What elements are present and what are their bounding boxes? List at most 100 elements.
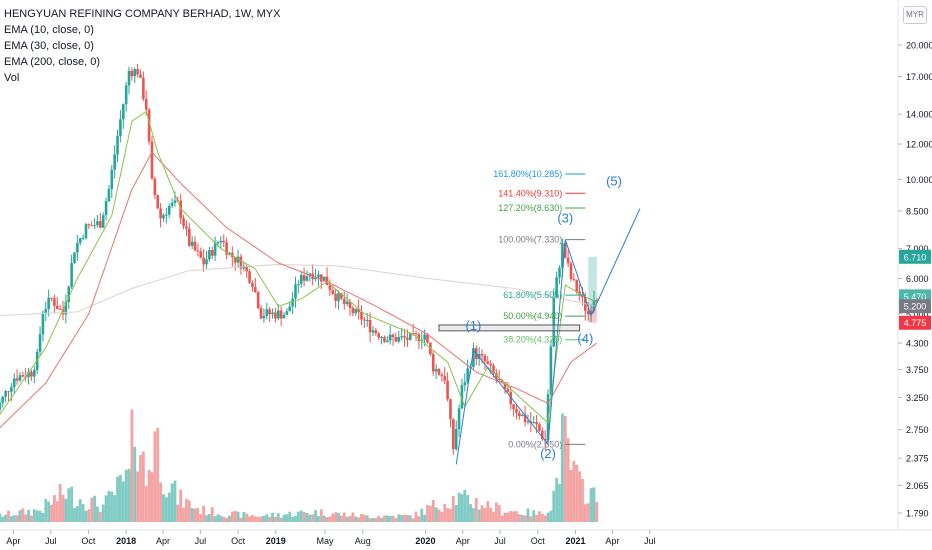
volume-bar-208 [589, 488, 593, 522]
legend-symbol: HENGYUAN REFINING COMPANY BERHAD, 1W, MY… [4, 8, 281, 20]
candle-body-157 [443, 376, 447, 381]
volume-bar-195 [552, 490, 556, 522]
volume-bar-174 [492, 511, 495, 522]
volume-bar-22 [55, 501, 59, 522]
candle-body-175 [495, 373, 498, 379]
candle-body-179 [506, 389, 510, 392]
wave-label-0: (1) [465, 318, 481, 333]
candle-body-45 [121, 104, 125, 120]
candle-body-72 [199, 251, 203, 258]
volume-bar-178 [503, 512, 507, 522]
volume-bar-20 [50, 504, 53, 522]
candle-body-171 [483, 355, 487, 362]
volume-bar-133 [374, 517, 378, 522]
legend-ema10[interactable]: EMA (10, close, 0) [4, 24, 94, 36]
volume-bar-63 [173, 480, 177, 522]
candle-body-121 [340, 293, 343, 299]
volume-bar-65 [179, 489, 183, 522]
volume-bar-114 [319, 509, 323, 522]
volume-bar-179 [506, 512, 510, 522]
candle-body-130 [365, 319, 369, 321]
volume-bar-187 [529, 516, 533, 522]
volume-bar-45 [121, 481, 125, 522]
volume-bar-77 [213, 516, 217, 522]
volume-bar-52 [141, 451, 145, 522]
candle-body-113 [317, 274, 320, 278]
y-tick-label-8: 5.000 [906, 309, 929, 319]
volume-bar-57 [156, 428, 160, 522]
volume-bar-97 [271, 512, 274, 522]
volume-bar-180 [509, 511, 513, 522]
candle-body-203 [575, 279, 579, 292]
currency-scale-button[interactable]: MYR [903, 6, 927, 24]
volume-bar-172 [486, 501, 490, 522]
candle-body-176 [497, 378, 501, 381]
volume-bar-197 [558, 483, 561, 522]
candle-body-207 [586, 310, 590, 315]
candle-body-35 [93, 225, 96, 227]
volume-bar-144 [406, 514, 409, 522]
volume-bar-149 [420, 508, 424, 522]
candle-body-41 [110, 169, 114, 190]
volume-bar-132 [371, 518, 375, 522]
volume-bar-16 [38, 510, 42, 522]
volume-bar-118 [331, 513, 335, 522]
volume-bar-72 [199, 514, 203, 522]
volume-bar-175 [494, 502, 498, 522]
volume-bar-82 [228, 515, 231, 522]
candle-body-36 [96, 221, 99, 226]
candle-body-56 [153, 178, 157, 196]
candle-body-47 [127, 70, 131, 86]
candle-body-128 [360, 312, 363, 320]
volume-bar-207 [586, 503, 590, 522]
volume-bar-25 [64, 498, 68, 522]
volume-bar-146 [411, 518, 415, 522]
candle-body-186 [526, 421, 530, 423]
x-tick-label-8: May [316, 536, 334, 546]
y-tick-label-1: 17.000 [906, 72, 932, 82]
y-tick-label-6: 7.000 [906, 244, 929, 254]
price-badge-label-0: 6.710 [904, 252, 927, 262]
price-badge-label-1: 5.470 [904, 292, 927, 302]
volume-bar-41 [110, 491, 114, 522]
ema30-line [0, 151, 598, 429]
candle-body-90 [251, 282, 254, 287]
volume-bar-158 [446, 508, 449, 522]
candle-body-198 [561, 243, 564, 268]
volume-bar-108 [302, 511, 306, 522]
volume-bar-156 [440, 511, 444, 522]
x-tick-label-1: Jul [45, 536, 57, 546]
candle-body-16 [38, 334, 42, 352]
candle-body-22 [55, 305, 59, 310]
volume-bar-112 [314, 510, 317, 522]
candle-body-76 [210, 250, 214, 256]
candle-body-193 [546, 394, 550, 441]
volume-bar-168 [474, 498, 478, 522]
x-tick-label-16: Jul [644, 536, 656, 546]
candle-body-79 [219, 240, 223, 243]
volume-bar-101 [282, 514, 286, 522]
volume-bar-141 [397, 514, 401, 522]
volume-bar-167 [472, 508, 475, 522]
y-tick-label-14: 2.065 [906, 481, 929, 491]
candle-body-62 [170, 202, 174, 206]
candle-body-27 [70, 263, 73, 287]
legend-ema30[interactable]: EMA (30, close, 0) [4, 40, 94, 52]
volume-bar-199 [563, 415, 567, 522]
volume-bar-49 [133, 446, 137, 522]
volume-bar-184 [520, 514, 524, 522]
volume-bar-128 [360, 513, 363, 522]
legend-volume[interactable]: Vol [4, 72, 20, 84]
volume-bar-194 [549, 510, 553, 522]
volume-bar-12 [27, 510, 30, 522]
legend-ema200[interactable]: EMA (200, close, 0) [4, 56, 100, 68]
volume-bar-6 [9, 516, 13, 522]
x-tick-label-13: Oct [531, 536, 546, 546]
y-tick-label-3: 12.000 [906, 140, 932, 150]
volume-bar-192 [543, 515, 547, 522]
y-tick-label-12: 2.750 [906, 425, 929, 435]
candle-body-162 [457, 408, 461, 430]
candle-body-101 [282, 315, 286, 319]
candle-body-21 [53, 298, 56, 306]
